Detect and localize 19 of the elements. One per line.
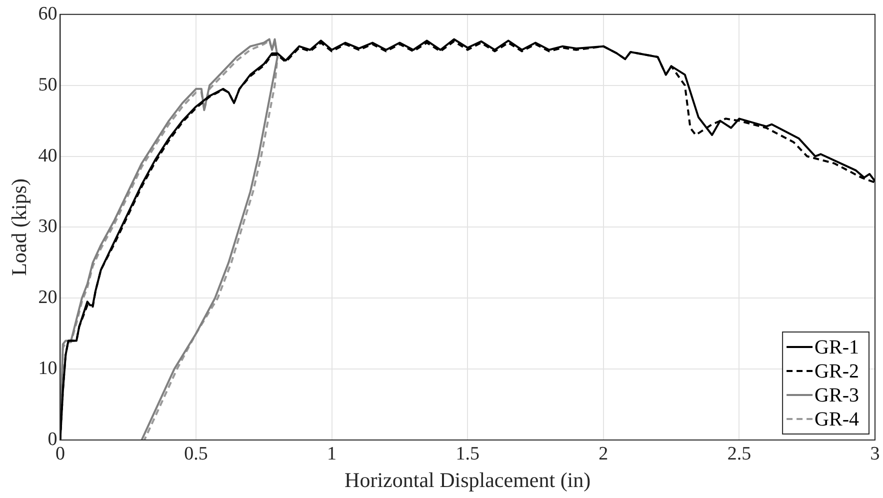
x-tick-label: 0.5 — [184, 443, 208, 464]
legend-label: GR-3 — [814, 384, 860, 406]
y-tick-label: 50 — [38, 74, 58, 96]
y-axis-title: Load (kips) — [7, 178, 32, 276]
y-tick-label: 60 — [38, 3, 58, 24]
legend-label: GR-1 — [814, 336, 860, 358]
x-tick-label: 2 — [598, 443, 608, 464]
y-tick-label: 10 — [38, 358, 58, 380]
x-axis-title: Horizontal Displacement (in) — [344, 468, 591, 492]
y-tick-label: 40 — [38, 145, 58, 166]
x-tick-label: 1.5 — [456, 443, 480, 464]
x-tick-label: 1 — [327, 443, 337, 464]
y-tick-label: 20 — [38, 287, 58, 308]
y-tick-label: 30 — [38, 216, 58, 238]
legend-label: GR-2 — [814, 360, 860, 382]
x-tick-label: 2.5 — [727, 443, 752, 464]
legend-label: GR-4 — [814, 408, 860, 430]
y-tick-label: 0 — [48, 428, 58, 450]
x-tick-label: 3 — [870, 443, 880, 464]
